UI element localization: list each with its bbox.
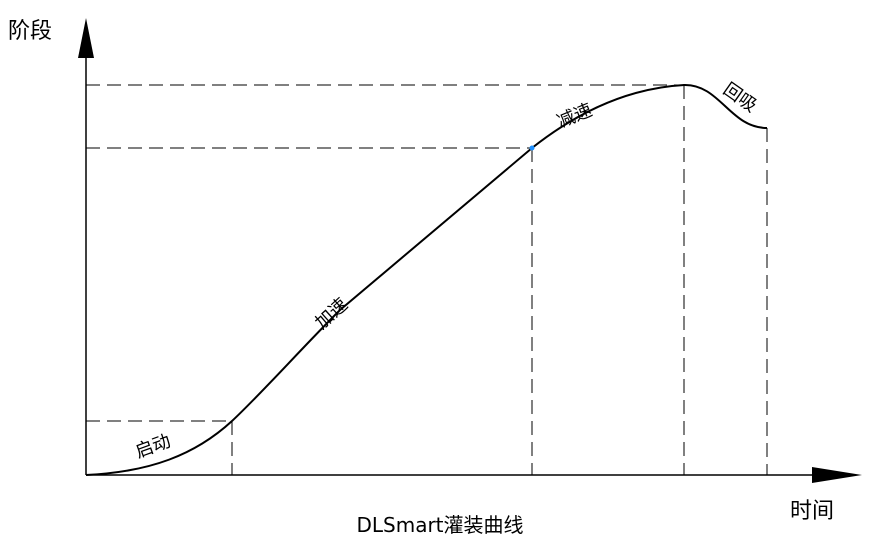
diagram-title: DLSmart灌装曲线 [356, 513, 523, 537]
x-axis-arrow-icon [812, 467, 862, 483]
filling-curve [85, 83, 768, 476]
phase-label-suckback: 回吸 [719, 79, 761, 117]
phase-label-start: 启动 [133, 431, 174, 463]
y-axis-arrow-icon [78, 18, 94, 58]
transition-marker [529, 145, 535, 151]
phase-label-decelerate: 减速 [554, 100, 595, 133]
y-axis-label: 阶段 [8, 19, 52, 44]
x-axis-label: 时间 [790, 499, 834, 524]
phase-label-accelerate: 加速 [311, 294, 352, 334]
